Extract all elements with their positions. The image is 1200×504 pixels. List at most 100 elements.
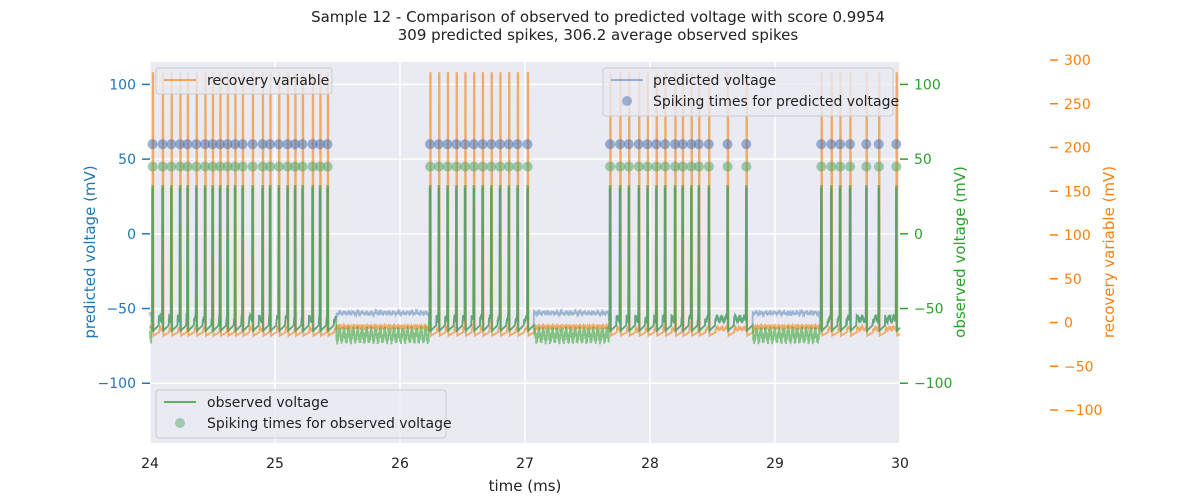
observed-spike-marker xyxy=(433,161,444,172)
x-tick-label: 25 xyxy=(266,456,284,472)
legend-recovery: recovery variable xyxy=(155,67,333,95)
predicted-spike-marker xyxy=(207,139,218,150)
observed-spike-marker xyxy=(322,161,333,172)
observed-spike-marker xyxy=(495,161,506,172)
predicted-spike-marker xyxy=(247,139,258,150)
chart-title: Sample 12 - Comparison of observed to pr… xyxy=(311,8,885,26)
predicted-spike-marker xyxy=(693,139,704,150)
observed-spike-marker xyxy=(442,161,453,172)
predicted-spike-marker xyxy=(257,139,268,150)
legend-marker-predicted-spikes xyxy=(622,96,632,106)
observed-spike-marker xyxy=(257,161,268,172)
observed-spike-marker xyxy=(451,161,462,172)
predicted-spike-marker xyxy=(460,139,470,150)
observed-spike-marker xyxy=(503,161,514,172)
predicted-spike-marker xyxy=(522,139,533,150)
observed-spike-marker xyxy=(237,161,248,172)
predicted-spike-marker xyxy=(670,139,680,150)
x-tick-label: 28 xyxy=(641,456,659,472)
predicted-spike-marker xyxy=(495,139,505,150)
observed-spike-marker xyxy=(703,161,714,172)
left-tick-label: −100 xyxy=(98,376,136,392)
predicted-spike-marker xyxy=(845,139,855,150)
recovery-variable-trace xyxy=(149,72,901,338)
legend-label-predicted-spikes: Spiking times for predicted voltage xyxy=(653,94,899,110)
x-tick-label: 27 xyxy=(516,456,534,472)
predicted-spike-marker xyxy=(230,139,240,150)
chart-subtitle: 309 predicted spikes, 306.2 average obse… xyxy=(398,26,799,44)
predicted-spike-marker xyxy=(442,139,453,150)
outer-axis-label: recovery variable (mV) xyxy=(1100,166,1118,338)
observed-spike-marker xyxy=(273,161,284,172)
predicted-spike-marker xyxy=(265,139,275,150)
observed-spike-marker xyxy=(670,161,681,172)
predicted-spike-marker xyxy=(741,139,752,150)
predicted-spike-marker xyxy=(703,139,714,150)
predicted-spike-marker xyxy=(835,139,845,150)
observed-spike-marker xyxy=(623,161,634,172)
predicted-spike-marker xyxy=(861,139,872,150)
legend-label-predicted: predicted voltage xyxy=(653,73,776,89)
observed-spike-marker xyxy=(651,161,662,172)
outer-tick-label: 300 xyxy=(1064,53,1091,69)
observed-spike-marker xyxy=(182,161,193,172)
predicted-spike-marker xyxy=(816,139,827,150)
observed-spike-marker xyxy=(477,161,488,172)
observed-spike-marker xyxy=(845,161,856,172)
x-tick-label: 26 xyxy=(391,456,409,472)
observed-spike-marker xyxy=(873,161,884,172)
predicted-spike-marker xyxy=(642,139,653,150)
observed-spike-marker xyxy=(207,161,218,172)
observed-spike-marker xyxy=(693,161,704,172)
legend-label-observed: observed voltage xyxy=(207,395,329,411)
predicted-spike-marker xyxy=(826,139,837,150)
predicted-spike-marker xyxy=(433,139,444,150)
outer-tick-label: −50 xyxy=(1064,359,1094,375)
outer-tick-label: 200 xyxy=(1064,141,1091,157)
data-layer xyxy=(147,72,902,346)
observed-spike-marker xyxy=(512,161,523,172)
observed-spike-marker xyxy=(486,161,497,172)
right-tick-label: −50 xyxy=(914,302,944,318)
left-tick-label: −50 xyxy=(106,302,136,318)
observed-spike-marker xyxy=(660,161,671,172)
predicted-spike-marker xyxy=(307,139,318,150)
predicted-spike-marker xyxy=(157,139,168,150)
predicted-spike-marker xyxy=(873,139,884,150)
outer-tick-label: 0 xyxy=(1064,316,1073,332)
left-axis-label: predicted voltage (mV) xyxy=(81,165,99,338)
outer-tick-label: −100 xyxy=(1064,403,1102,419)
right-axis-label: observed voltage (mV) xyxy=(951,166,969,338)
predicted-spike-marker xyxy=(686,139,697,150)
legend-observed: observed voltage Spiking times for obser… xyxy=(155,389,452,439)
observed-spike-marker xyxy=(816,161,827,172)
predicted-spike-marker xyxy=(486,139,497,150)
predicted-spike-marker xyxy=(215,139,225,150)
predicted-spike-marker xyxy=(200,139,210,150)
observed-spike-marker xyxy=(265,161,276,172)
right-tick-label: −100 xyxy=(914,376,952,392)
predicted-spike-marker xyxy=(182,139,193,150)
predicted-spike-marker xyxy=(651,139,662,150)
observed-spike-marker xyxy=(677,161,688,172)
legend-label-observed-spikes: Spiking times for observed voltage xyxy=(207,416,452,432)
observed-spike-marker xyxy=(157,161,168,172)
x-tick-label: 24 xyxy=(141,456,159,472)
predicted-spike-marker xyxy=(322,139,333,150)
observed-spike-marker xyxy=(722,161,733,172)
predicted-spike-marker xyxy=(605,139,615,150)
predicted-spike-marker xyxy=(503,139,514,150)
predicted-spike-marker xyxy=(166,139,177,150)
predicted-spike-marker xyxy=(237,139,248,150)
observed-spike-marker xyxy=(297,161,308,172)
right-tick-label: 50 xyxy=(914,152,932,168)
predicted-spike-marker xyxy=(677,139,688,150)
observed-spike-marker xyxy=(282,161,293,172)
observed-spike-marker xyxy=(615,161,626,172)
predicted-spike-marker xyxy=(315,139,325,150)
predicted-spike-marker xyxy=(891,139,902,150)
observed-spike-marker xyxy=(230,161,241,172)
observed-voltage-trace xyxy=(149,185,901,346)
observed-spike-marker xyxy=(200,161,211,172)
observed-spike-marker xyxy=(686,161,697,172)
